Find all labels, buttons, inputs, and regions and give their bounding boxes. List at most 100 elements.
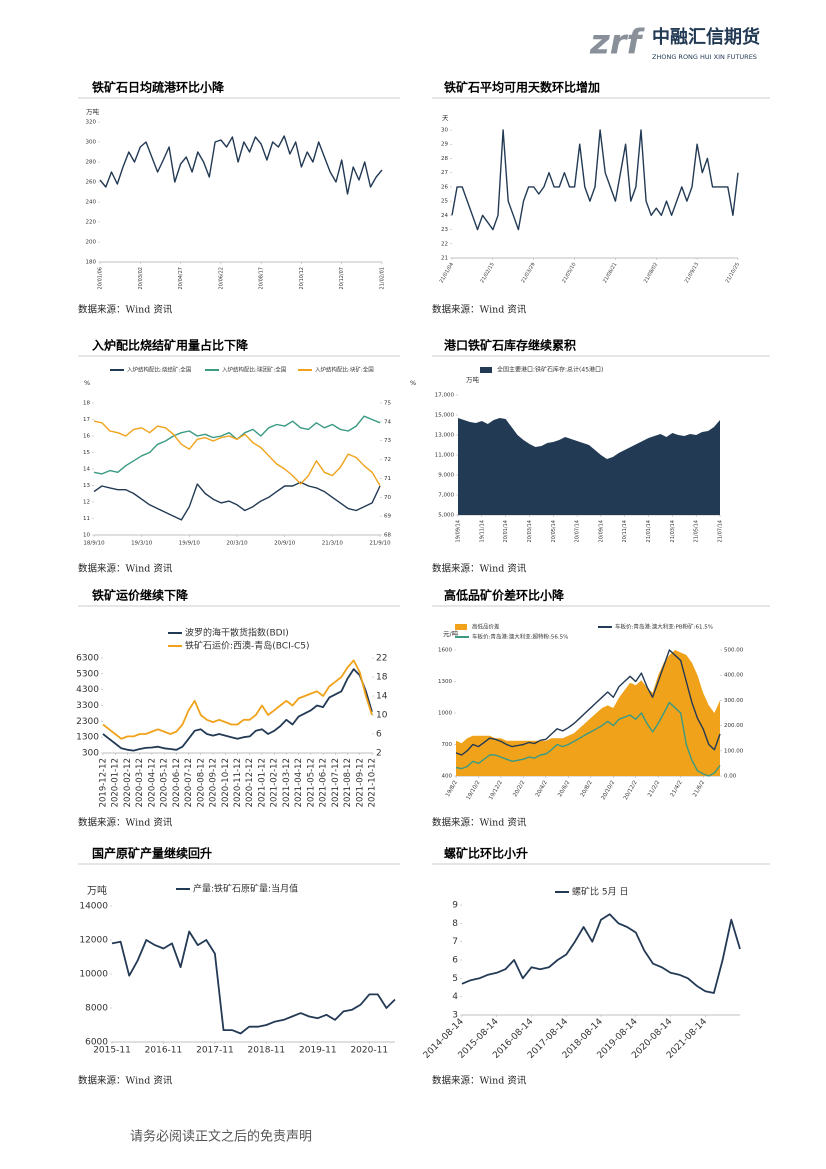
x-tick-label: 2017-11 [196, 1046, 234, 1056]
y-tick-label: 9 [452, 901, 458, 911]
x-tick-label: 2020-11 [350, 1046, 388, 1056]
x-tick-label: 19/12/2 [488, 780, 504, 801]
x-tick-label: 21/07/14 [718, 520, 724, 542]
x-tick-label: 2019-12-12 [99, 758, 109, 807]
y-tick-label: 8000 [85, 1004, 108, 1014]
section-heading: 螺矿比环比小升 [444, 846, 528, 861]
x-tick-label: 2021-01-12 [257, 758, 267, 807]
x-tick-label: 20/2/2 [512, 780, 526, 798]
y2-tick-label: 200.00 [724, 723, 744, 729]
x-tick-label: 19/10/2 [466, 780, 482, 801]
y2-tick-label: 68 [384, 533, 391, 539]
x-tick-label: 19/9/10 [179, 541, 201, 547]
x-tick-label: 20/03/14 [527, 520, 533, 542]
y2-tick-label: 2 [376, 749, 382, 759]
legend-label: 车板价:青岛港:澳大利亚:PB粉矿:61.5% [615, 623, 713, 631]
y-tick-label: 11,000 [435, 453, 455, 459]
x-tick-label: 21/3/10 [322, 541, 344, 547]
legend-label: 车板价:青岛港:澳大利亚:超特粉:56.5% [472, 633, 568, 641]
y-tick-label: 1000 [438, 711, 452, 717]
y-tick-label: 10000 [79, 970, 108, 980]
series-line [99, 135, 383, 195]
x-tick-label: 20/01/14 [503, 520, 509, 542]
x-tick-label: 2020-02-12 [123, 758, 133, 807]
data-source: 数据来源：Wind 资讯 [78, 304, 173, 316]
x-tick-label: 2020-06-12 [172, 758, 182, 807]
x-tick-label: 20/12/07 [339, 267, 345, 289]
x-tick-label: 2016-11 [145, 1046, 183, 1056]
y-tick-label: 400 [442, 774, 453, 780]
legend-label: 产量:铁矿石原矿量:当月值 [193, 883, 298, 895]
legend-label: 波罗的海干散货指数(BDI) [185, 627, 289, 639]
series-line [93, 481, 381, 521]
x-tick-label: 21/10/25 [725, 262, 741, 284]
x-tick-label: 20/01/06 [98, 267, 104, 289]
y-tick-label: 7,000 [438, 493, 454, 499]
x-tick-label: 21/02/01 [380, 267, 386, 289]
y-tick-label: 300 [82, 749, 99, 759]
x-tick-label: 2015-11 [93, 1046, 131, 1056]
x-tick-label: 19/11/14 [479, 520, 485, 542]
series-area [458, 418, 720, 515]
y-tick-label: 1300 [76, 733, 99, 743]
y-tick-label: 27 [441, 170, 448, 176]
y-tick-label: 30 [441, 128, 448, 134]
x-tick-label: 21/05/14 [694, 520, 700, 542]
series-line [102, 668, 373, 752]
y-tick-label: 300 [86, 140, 97, 146]
x-tick-label: 21/06/21 [602, 262, 618, 284]
y2-tick-label: 74 [384, 419, 391, 425]
y-tick-label: 17,000 [435, 393, 455, 399]
x-tick-label: 20/8/2 [580, 780, 594, 798]
y-tick-label: 5,000 [438, 513, 454, 519]
x-tick-label: 2021-03-12 [282, 758, 292, 807]
axis-unit: 万吨 [86, 107, 100, 116]
y-tick-label: 240 [86, 200, 97, 206]
data-source: 数据来源：Wind 资讯 [432, 817, 527, 829]
series-line [111, 930, 396, 1035]
x-tick-label: 2021-10-12 [368, 758, 378, 807]
x-tick-label: 21/08/02 [643, 262, 659, 284]
y-tick-label: 9,000 [438, 473, 454, 479]
x-tick-label: 19/09/14 [456, 520, 462, 542]
y-tick-label: 1300 [438, 679, 452, 685]
y-tick-label: 13 [83, 483, 90, 489]
y2-tick-label: 18 [376, 673, 388, 683]
x-tick-label: 2020-01-12 [111, 758, 121, 807]
legend-label: 全国主要港口:铁矿石库存:总计(45港口) [497, 366, 603, 374]
y-tick-label: 12 [83, 500, 90, 506]
section-heading: 铁矿石日均疏港环比小降 [92, 80, 225, 95]
y-tick-label: 28 [441, 156, 448, 162]
legend-label: 入炉结构配比:烧结矿:全国 [127, 366, 192, 374]
y-tick-label: 8 [452, 919, 458, 929]
x-tick-label: 2021-02-12 [270, 758, 280, 807]
axis-unit: % [84, 379, 90, 387]
legend-label: 铁矿石运价:西澳-青岛(BCI-C5) [185, 640, 310, 652]
x-tick-label: 2021-09-12 [355, 758, 365, 807]
x-tick-label: 20/6/2 [557, 780, 571, 798]
x-tick-label: 21/4/2 [670, 780, 684, 798]
y-tick-label: 15,000 [435, 413, 455, 419]
logo-mark: zrf [589, 23, 646, 63]
legend-swatch [455, 624, 467, 630]
y2-tick-label: 300.00 [724, 698, 744, 704]
y2-tick-label: 400.00 [724, 673, 744, 679]
y2-tick-label: 69 [384, 514, 391, 520]
y-tick-label: 18 [83, 401, 90, 407]
axis-unit: 万吨 [466, 375, 480, 384]
x-tick-label: 2021-05-12 [306, 758, 316, 807]
x-tick-label: 18/9/10 [83, 541, 105, 547]
section-heading: 港口铁矿石库存继续累积 [444, 338, 576, 353]
data-source: 数据来源：Wind 资讯 [432, 1075, 527, 1087]
legend-swatch [480, 367, 492, 373]
y-tick-label: 180 [86, 260, 97, 266]
y2-tick-label: 14 [376, 692, 388, 702]
section-heading: 入炉配比烧结矿用量占比下降 [92, 338, 249, 353]
data-source: 数据来源：Wind 资讯 [432, 304, 527, 316]
footer-note: 请务必阅读正文之后的免责声明 [130, 1129, 312, 1145]
x-tick-label: 20/10/12 [299, 267, 305, 289]
section-heading: 高低品矿价差环比小降 [444, 588, 565, 603]
y-tick-label: 13,000 [435, 433, 455, 439]
x-tick-label: 20/05/14 [551, 520, 557, 542]
y2-tick-label: 500.00 [724, 648, 744, 654]
